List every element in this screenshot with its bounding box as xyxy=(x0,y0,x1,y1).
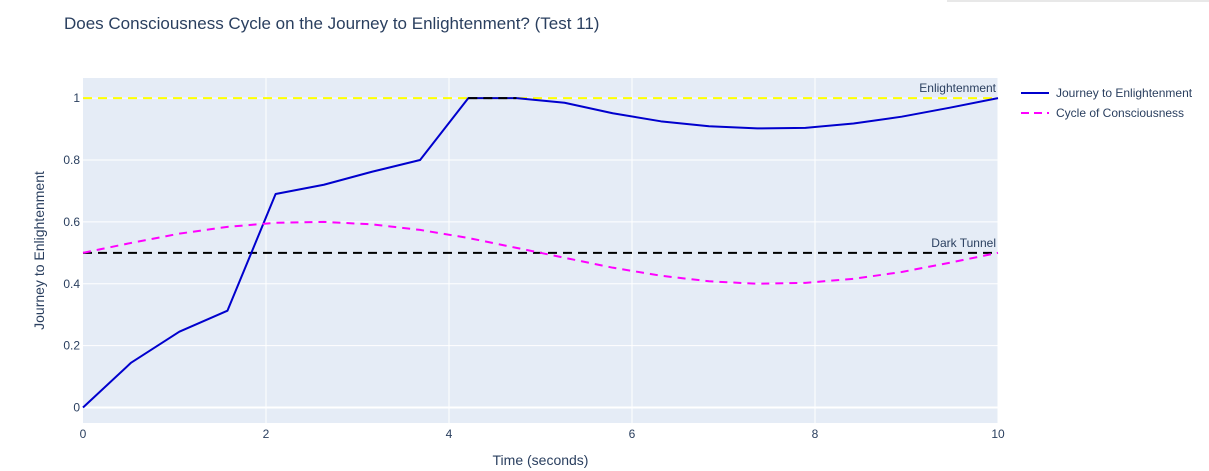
x-axis-title: Time (seconds) xyxy=(493,452,589,468)
reference-line-label: Enlightenment xyxy=(919,81,996,95)
x-tick-label: 10 xyxy=(991,427,1005,441)
series-line xyxy=(82,220,999,285)
x-tick-label: 2 xyxy=(263,427,270,441)
series-line xyxy=(82,97,999,409)
series-lines xyxy=(82,97,999,409)
x-axis-ticks: 0 2 4 6 8 10 xyxy=(80,427,1005,441)
legend[interactable]: Journey to Enlightenment Cycle of Conscio… xyxy=(1021,86,1193,120)
legend-label: Journey to Enlightenment xyxy=(1056,86,1193,100)
gridlines xyxy=(83,78,999,423)
chart-title: Does Consciousness Cycle on the Journey … xyxy=(64,14,599,33)
modebar-strip xyxy=(947,0,1209,2)
reference-line-label: Dark Tunnel xyxy=(931,236,996,250)
y-tick-label: 0.2 xyxy=(63,339,80,353)
y-tick-label: 0.8 xyxy=(63,153,80,167)
x-tick-label: 4 xyxy=(446,427,453,441)
y-tick-label: 1 xyxy=(73,91,80,105)
y-axis-title: Journey to Enlightenment xyxy=(31,171,47,330)
y-tick-label: 0.4 xyxy=(63,277,80,291)
legend-item[interactable]: Cycle of Consciousness xyxy=(1021,106,1184,120)
legend-item[interactable]: Journey to Enlightenment xyxy=(1021,86,1193,100)
y-tick-label: 0 xyxy=(73,401,80,415)
y-tick-label: 0.6 xyxy=(63,215,80,229)
y-axis-ticks: 0 0.2 0.4 0.6 0.8 1 xyxy=(63,91,80,414)
legend-label: Cycle of Consciousness xyxy=(1056,106,1184,120)
plot-area xyxy=(83,78,998,423)
x-tick-label: 6 xyxy=(629,427,636,441)
x-tick-label: 8 xyxy=(812,427,819,441)
x-tick-label: 0 xyxy=(80,427,87,441)
